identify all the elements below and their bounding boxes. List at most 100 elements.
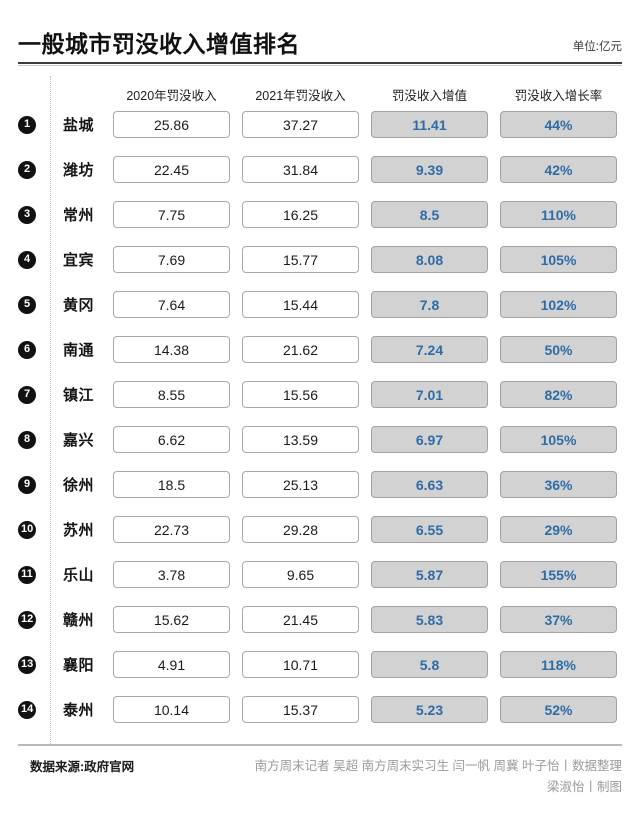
rank-cell: 4 (18, 250, 50, 269)
cell-revenue-2021: 21.45 (242, 606, 359, 633)
city-name: 盐城 (63, 117, 95, 134)
rank-badge: 8 (18, 430, 36, 449)
cell-revenue-2020: 3.78 (113, 561, 230, 588)
city-name: 襄阳 (63, 657, 95, 674)
cell-revenue-2020: 6.62 (113, 426, 230, 453)
cell-growth-rate: 118% (500, 651, 617, 678)
rank-cell: 9 (18, 475, 50, 494)
rank-cell: 5 (18, 295, 50, 314)
rank-cell: 14 (18, 700, 50, 719)
table-row: 13 襄阳 4.91 10.71 5.8 118% (18, 642, 622, 687)
city-name: 乐山 (63, 567, 95, 584)
credit-line-reporters: 南方周末记者 吴超 南方周末实习生 闫一帆 周冀 叶子怡丨数据整理 (254, 758, 622, 773)
cell-revenue-delta: 5.8 (371, 651, 488, 678)
rank-cell: 3 (18, 205, 50, 224)
cell-growth-rate: 42% (500, 156, 617, 183)
cell-revenue-2021: 31.84 (242, 156, 359, 183)
cell-revenue-delta: 9.39 (371, 156, 488, 183)
cell-revenue-delta: 7.01 (371, 381, 488, 408)
cell-growth-rate: 29% (500, 516, 617, 543)
credits: 南方周末记者 吴超 南方周末实习生 闫一帆 周冀 叶子怡丨数据整理 梁淑怡丨制图 (255, 756, 622, 799)
rank-badge: 1 (18, 115, 36, 134)
cell-revenue-2020: 14.38 (113, 336, 230, 363)
cell-revenue-2020: 8.55 (113, 381, 230, 408)
cell-revenue-2021: 15.37 (242, 696, 359, 723)
cell-revenue-2020: 7.75 (113, 201, 230, 228)
cell-revenue-delta: 6.55 (371, 516, 488, 543)
rank-badge: 10 (18, 520, 37, 539)
cell-revenue-2021: 15.77 (242, 246, 359, 273)
table-row: 7 镇江 8.55 15.56 7.01 82% (18, 372, 622, 417)
cell-revenue-2020: 18.5 (113, 471, 230, 498)
column-header-2020: 2020年罚没收入 (126, 88, 217, 103)
cell-revenue-delta: 5.83 (371, 606, 488, 633)
city-name: 南通 (63, 342, 95, 359)
cell-growth-rate: 82% (500, 381, 617, 408)
cell-revenue-delta: 5.87 (371, 561, 488, 588)
credit-line-designer: 梁淑怡丨制图 (546, 779, 622, 794)
cell-growth-rate: 36% (500, 471, 617, 498)
rank-cell: 11 (18, 565, 50, 584)
city-name: 苏州 (63, 522, 95, 539)
rank-badge: 2 (18, 160, 36, 179)
rank-badge: 12 (18, 610, 37, 629)
footer: 数据来源:政府官网 南方周末记者 吴超 南方周末实习生 闫一帆 周冀 叶子怡丨数… (18, 743, 622, 799)
city-name: 嘉兴 (63, 432, 95, 449)
cell-growth-rate: 105% (500, 426, 617, 453)
rank-badge: 14 (18, 700, 37, 719)
rank-badge: 11 (18, 565, 36, 584)
table-row: 8 嘉兴 6.62 13.59 6.97 105% (18, 417, 622, 462)
cell-revenue-2020: 4.91 (113, 651, 230, 678)
column-header-growth: 罚没收入增长率 (514, 88, 603, 103)
rank-cell: 2 (18, 160, 50, 179)
cell-revenue-2020: 15.62 (113, 606, 230, 633)
table-row: 4 宜宾 7.69 15.77 8.08 105% (18, 237, 622, 282)
cell-growth-rate: 50% (500, 336, 617, 363)
table-row: 14 泰州 10.14 15.37 5.23 52% (18, 687, 622, 732)
cell-revenue-delta: 7.24 (371, 336, 488, 363)
cell-growth-rate: 44% (500, 111, 617, 138)
cell-revenue-delta: 7.8 (371, 291, 488, 318)
footer-divider (18, 743, 622, 746)
rank-badge: 7 (18, 385, 36, 404)
table-row: 6 南通 14.38 21.62 7.24 50% (18, 327, 622, 372)
cell-revenue-2021: 13.59 (242, 426, 359, 453)
rank-badge: 5 (18, 295, 36, 314)
table-row: 11 乐山 3.78 9.65 5.87 155% (18, 552, 622, 597)
city-name: 镇江 (63, 387, 95, 404)
rank-cell: 1 (18, 115, 50, 134)
table-row: 3 常州 7.75 16.25 8.5 110% (18, 192, 622, 237)
table-row: 5 黄冈 7.64 15.44 7.8 102% (18, 282, 622, 327)
page-title: 一般城市罚没收入增值排名 (18, 31, 300, 57)
cell-growth-rate: 105% (500, 246, 617, 273)
table-body: 1 盐城 25.86 37.27 11.41 44% 2 潍坊 22.45 31.84 9.39 42… (18, 102, 622, 732)
city-name: 潍坊 (63, 162, 95, 179)
cell-growth-rate: 102% (500, 291, 617, 318)
rank-badge: 6 (18, 340, 36, 359)
cell-growth-rate: 52% (500, 696, 617, 723)
cell-growth-rate: 37% (500, 606, 617, 633)
data-source-label: 数据来源:政府官网 (30, 759, 135, 774)
cell-revenue-2020: 25.86 (113, 111, 230, 138)
rank-badge: 3 (18, 205, 36, 224)
cell-revenue-2021: 15.44 (242, 291, 359, 318)
table-header-row: 2020年罚没收入 2021年罚没收入 罚没收入增值 罚没收入增长率 (18, 82, 622, 102)
cell-revenue-delta: 6.63 (371, 471, 488, 498)
city-name: 黄冈 (63, 297, 95, 314)
cell-revenue-2021: 10.71 (242, 651, 359, 678)
rank-cell: 6 (18, 340, 50, 359)
cell-revenue-2021: 25.13 (242, 471, 359, 498)
table-row: 1 盐城 25.86 37.27 11.41 44% (18, 102, 622, 147)
city-name: 常州 (63, 207, 95, 224)
cell-revenue-2020: 7.64 (113, 291, 230, 318)
header: 一般城市罚没收入增值排名 单位:亿元 (18, 0, 622, 60)
city-name: 赣州 (63, 612, 95, 629)
cell-growth-rate: 155% (500, 561, 617, 588)
rank-cell: 12 (18, 610, 50, 629)
cell-revenue-delta: 8.5 (371, 201, 488, 228)
rank-badge: 9 (18, 475, 36, 494)
table-row: 2 潍坊 22.45 31.84 9.39 42% (18, 147, 622, 192)
cell-revenue-2020: 22.45 (113, 156, 230, 183)
cell-revenue-2020: 22.73 (113, 516, 230, 543)
